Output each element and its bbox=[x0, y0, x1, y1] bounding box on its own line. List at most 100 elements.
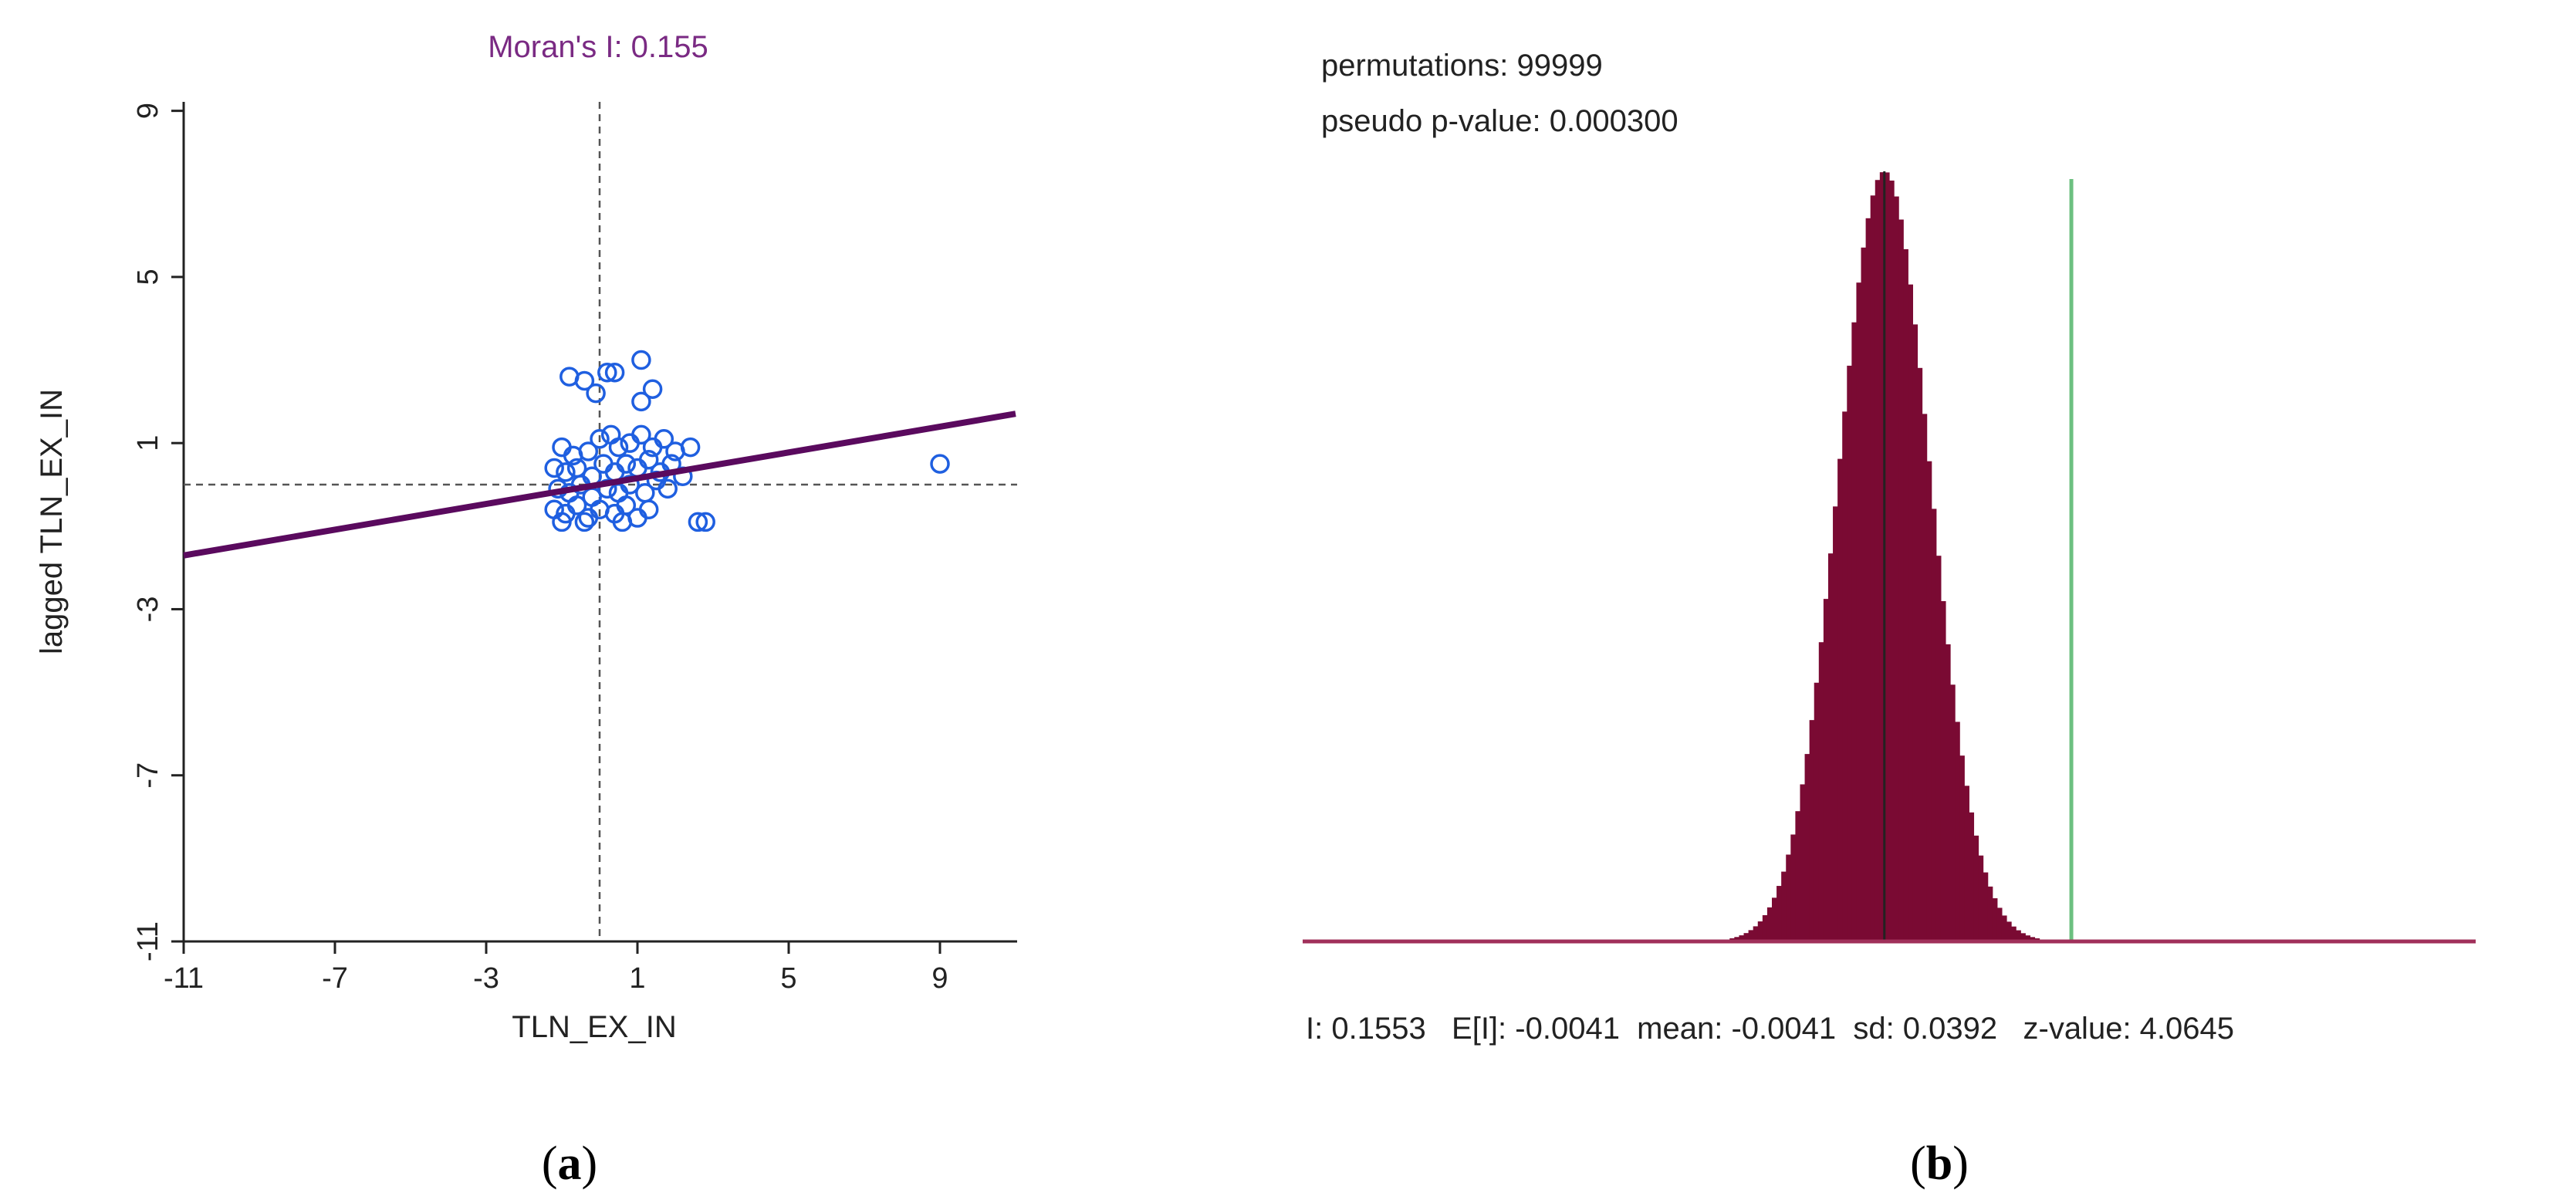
histogram-bar bbox=[1950, 684, 1956, 941]
scatter-point bbox=[578, 508, 599, 528]
x-tick-label: 9 bbox=[931, 962, 948, 995]
scatter-point bbox=[544, 499, 564, 520]
scatter-point bbox=[608, 483, 629, 503]
histogram-bar bbox=[1935, 556, 1942, 941]
x-tick-label: -7 bbox=[322, 962, 348, 995]
histogram-bar bbox=[1978, 855, 1984, 941]
histogram-bar bbox=[2011, 926, 2017, 941]
histogram-bar bbox=[1996, 907, 2003, 941]
regression-line bbox=[183, 411, 1016, 559]
histogram-bar bbox=[1748, 930, 1754, 941]
histogram-bar bbox=[1781, 871, 1787, 941]
x-tick-label: -3 bbox=[473, 962, 499, 995]
y-tick-label: -3 bbox=[132, 596, 164, 623]
scatter-point bbox=[574, 370, 595, 391]
histogram-bar bbox=[1856, 282, 1862, 941]
scatter-point bbox=[552, 512, 572, 532]
histogram-bar bbox=[1795, 811, 1801, 941]
histogram-bar bbox=[1753, 926, 1759, 941]
histogram-bar bbox=[1959, 755, 1965, 941]
scatter-point bbox=[631, 424, 651, 445]
y-tick-label: 1 bbox=[132, 435, 164, 451]
x-tick-label: 5 bbox=[780, 962, 796, 995]
histogram-bar bbox=[1766, 907, 1773, 941]
x-axis-ticks: -11 -7 -3 1 5 9 bbox=[164, 941, 948, 995]
scatter-point bbox=[597, 362, 617, 383]
y-axis-title: lagged TLN_EX_IN bbox=[35, 389, 69, 654]
scatter-title: Moran's I: 0.155 bbox=[488, 30, 708, 64]
scatter-point bbox=[608, 437, 629, 458]
scatter-point bbox=[590, 429, 610, 449]
histogram-bar bbox=[1940, 601, 1946, 941]
histogram-bar bbox=[1776, 886, 1782, 941]
histogram-bar bbox=[2025, 935, 2030, 941]
scatter-point bbox=[552, 437, 572, 458]
scatter-point bbox=[654, 429, 674, 449]
histogram-bar bbox=[1922, 414, 1928, 941]
histogram-bar bbox=[1743, 933, 1749, 941]
scatter-point bbox=[620, 475, 640, 495]
histogram-bar bbox=[1875, 180, 1881, 941]
scatter-point bbox=[604, 362, 625, 383]
histogram-bars bbox=[1729, 172, 2040, 942]
histogram-bar bbox=[1861, 247, 1867, 941]
histogram-bar bbox=[1926, 461, 1932, 941]
histogram-bar bbox=[2020, 933, 2026, 941]
scatter-points bbox=[544, 350, 950, 532]
histogram-bar bbox=[1762, 914, 1768, 941]
scatter-point bbox=[638, 449, 659, 470]
histogram-bar bbox=[1757, 921, 1763, 941]
x-tick-label: -11 bbox=[164, 962, 204, 995]
scatter-point bbox=[578, 441, 599, 461]
y-axis-ticks: -11 -7 -3 1 5 9 bbox=[132, 103, 184, 961]
scatter-point bbox=[627, 458, 647, 478]
scatter-point bbox=[658, 478, 678, 499]
scatter-point bbox=[930, 454, 950, 474]
histogram-bar bbox=[1842, 411, 1847, 941]
scatter-point bbox=[586, 383, 606, 404]
histogram-bar bbox=[1827, 553, 1834, 941]
scatter-point bbox=[620, 433, 640, 453]
histogram-bar bbox=[1955, 722, 1960, 941]
histogram-bar bbox=[1969, 812, 1975, 941]
permutation-histogram-panel: permutations: 99999 pseudo p-value: 0.00… bbox=[1303, 49, 2476, 1190]
scatter-point bbox=[642, 379, 663, 399]
histogram-bar bbox=[1987, 886, 1993, 941]
histogram-bar bbox=[1814, 682, 1820, 941]
panel-label-a: (a) bbox=[542, 1137, 597, 1190]
histogram-bar bbox=[1739, 935, 1745, 941]
panel-label-b: (b) bbox=[1910, 1137, 1969, 1190]
histogram-bar bbox=[2001, 915, 2007, 941]
histogram-bar bbox=[1931, 509, 1937, 941]
histogram-bar bbox=[1833, 506, 1838, 941]
histogram-bar bbox=[1818, 642, 1824, 941]
histogram-bar bbox=[1894, 196, 1899, 942]
histogram-bar bbox=[1786, 854, 1791, 941]
permutations-text: permutations: 99999 bbox=[1321, 49, 1603, 83]
histogram-bar bbox=[1903, 248, 1908, 942]
scatter-point bbox=[688, 512, 708, 532]
scatter-point bbox=[631, 350, 651, 370]
histogram-bar bbox=[1772, 897, 1777, 941]
scatter-point bbox=[600, 424, 621, 445]
histogram-bar bbox=[1884, 172, 1890, 942]
histogram-bar bbox=[2030, 937, 2036, 941]
histogram-bar bbox=[1992, 898, 1998, 941]
scatter-point bbox=[544, 458, 564, 478]
histogram-bar bbox=[1912, 324, 1918, 941]
scatter-point bbox=[631, 391, 651, 412]
pseudo-p-value-text: pseudo p-value: 0.000300 bbox=[1321, 104, 1678, 138]
histogram-bar bbox=[1734, 937, 1740, 941]
histogram-bar bbox=[1870, 195, 1876, 941]
scatter-point bbox=[612, 512, 633, 532]
histogram-bar bbox=[1847, 365, 1852, 941]
histogram-bar bbox=[1851, 322, 1858, 941]
summary-statistics-text: I: 0.1553 E[I]: -0.0041 mean: -0.0041 sd… bbox=[1306, 1012, 2234, 1046]
histogram-bar bbox=[1889, 181, 1895, 942]
histogram-bar bbox=[1800, 784, 1806, 941]
histogram-bar bbox=[1898, 219, 1904, 941]
y-tick-label: -7 bbox=[132, 762, 164, 789]
histogram-bar bbox=[1804, 754, 1810, 941]
histogram-bar bbox=[1879, 172, 1885, 941]
